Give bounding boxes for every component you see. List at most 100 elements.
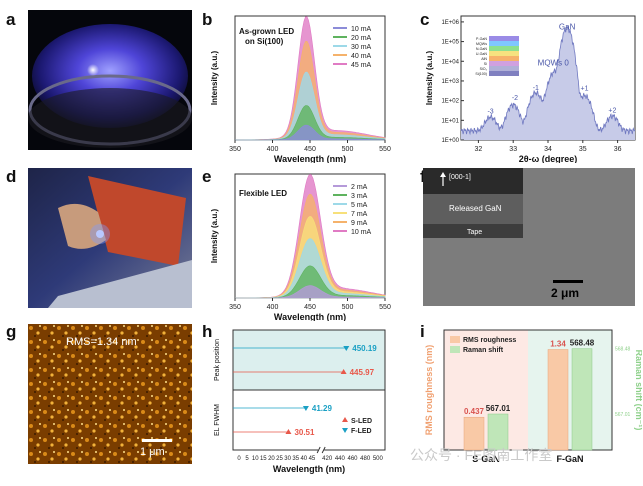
region-f-gan: [528, 330, 612, 450]
x-tick-label: 350: [229, 304, 241, 311]
plot-frame: [443, 329, 613, 451]
peak-annotation: MQWs 0: [538, 59, 570, 68]
x-tick-label: 450: [304, 304, 316, 311]
peak-annotation: -2: [512, 95, 518, 102]
legend-label: 30 mA: [351, 44, 372, 51]
x-tick-label: 0: [237, 456, 241, 462]
x-tick-label: 15: [260, 456, 267, 462]
photo-g-afm: RMS=1.34 nm 1 μm: [28, 324, 192, 464]
data-label: 450.19: [352, 344, 377, 353]
bar-label-rms: 1.34: [550, 340, 566, 349]
legend-label: 20 mA: [351, 35, 372, 42]
chart-e-flexible-el: 350 400 450 500 550 Wavelength (nm) Intensity …: [210, 173, 391, 321]
panel-letter-h: h: [202, 322, 213, 341]
peak-annotation: +1: [581, 86, 589, 93]
bar-raman-shift: [487, 413, 509, 451]
chart-title-line2: on Si(100): [245, 37, 284, 46]
layer-stack-block: [489, 46, 519, 51]
x-tick-label: 550: [379, 146, 391, 153]
peak-annotation: GaN: [559, 23, 576, 32]
x-axis-label: Wavelength (nm): [274, 312, 346, 321]
x-tick-label: 34: [544, 146, 552, 153]
legend-swatch: [450, 336, 460, 343]
legend-label: 10 mA: [351, 229, 372, 236]
bar-rms-roughness: [547, 349, 569, 451]
panel-letter-c: c: [420, 10, 430, 29]
layer-stack-label: Si(100): [475, 72, 487, 76]
y-tick-label: 1E+05: [441, 40, 459, 46]
peak-annotation: +2: [608, 107, 616, 114]
panel-letter-f: f: [420, 167, 426, 187]
chart-b-asgrown-el: 350 400 450 500 550 Wavelength (nm) Intensity …: [210, 15, 391, 163]
bar-rms-roughness: [463, 416, 485, 451]
x-tick-label: 400: [267, 146, 279, 153]
legend-label: 5 mA: [351, 202, 368, 209]
bar-label-raman: 567.01: [486, 404, 511, 413]
sem-layer-tape: Tape: [467, 229, 483, 236]
region-peak-position: [233, 330, 385, 390]
axis-break-mark: [316, 446, 321, 454]
y-tick-label-right: 568.48: [615, 347, 631, 353]
layer-stack-block: [489, 36, 519, 41]
x-tick-label: 480: [360, 456, 371, 462]
x-tick-label: 35: [292, 456, 299, 462]
legend-label: 45 mA: [351, 62, 372, 69]
x-tick-label: 35: [579, 146, 587, 153]
axis-break-mark: [321, 446, 326, 454]
data-label: 445.97: [350, 368, 375, 377]
layer-stack-block: [489, 41, 519, 46]
y-axis-label-right: Raman shift (cm⁻¹): [634, 350, 642, 431]
bar-label-rms: 0.437: [464, 407, 485, 416]
y-tick-label: 1E+06: [441, 20, 459, 26]
sem-layer-released-gan: Released GaN: [449, 204, 502, 213]
category-label: F-GaN: [557, 454, 584, 464]
x-tick-label: 25: [276, 456, 283, 462]
layer-stack-label: MQWs: [476, 42, 487, 46]
data-label: 41.29: [312, 404, 333, 413]
y-axis-label-left: RMS roughness (nm): [424, 345, 434, 436]
data-point-marker: [343, 346, 350, 351]
chart-h-peak-fwhm: 0 5 10 15 20 25 30 35 40 45 420 440 460 480 500 Wavelen…: [214, 329, 386, 474]
y-tick-label: 1E+02: [441, 99, 459, 105]
y-tick-label: 1E+04: [441, 59, 459, 65]
panel-letter-e: e: [202, 167, 212, 186]
layer-stack-block: [489, 66, 519, 71]
bar-raman-shift: [571, 348, 593, 451]
layer-stack-label: AlN: [481, 57, 487, 61]
x-tick-label: 500: [342, 304, 354, 311]
x-tick-label: 400: [267, 304, 279, 311]
data-point-marker: [285, 429, 292, 434]
xrd-line: [460, 25, 636, 136]
data-point-marker: [340, 369, 347, 374]
legend-label: 9 mA: [351, 220, 368, 227]
x-axis-label: Wavelength (nm): [274, 154, 346, 163]
y-label-fwhm: EL FWHM: [214, 404, 221, 436]
x-tick-label: 440: [335, 456, 346, 462]
axis-break: [318, 448, 325, 452]
legend-label: 40 mA: [351, 53, 372, 60]
x-tick-label: 350: [229, 146, 241, 153]
data-point-marker: [302, 406, 309, 411]
legend-label: 7 mA: [351, 211, 368, 218]
peak-annotation: -3: [487, 109, 493, 116]
layer-stack-block: [489, 61, 519, 66]
chart-title: As-grown LED: [239, 27, 294, 36]
y-axis-label: Intensity (a.u.): [425, 51, 434, 106]
x-tick-label: 20: [268, 456, 275, 462]
x-axis-label: 2θ-ω (degree): [519, 154, 577, 163]
x-tick-label: 5: [245, 456, 249, 462]
x-tick-label: 450: [304, 146, 316, 153]
panel-letter-d: d: [6, 167, 17, 186]
layer-stack-label: U-GaN: [476, 52, 488, 56]
legend-marker: [342, 417, 348, 422]
x-tick-label: 32: [475, 146, 483, 153]
x-tick-label: 10: [252, 456, 259, 462]
legend-label: S-LED: [351, 418, 372, 425]
sem-arrow-label: [000-1]: [449, 174, 471, 181]
layer-stack-label: P-GaN: [476, 37, 487, 41]
x-tick-label: 40: [300, 456, 307, 462]
x-tick-label: 36: [614, 146, 622, 153]
chart-c-xrd: 1E+00 1E+01 1E+02 1E+03 1E+04 1E+05 1E+06 32 33 3…: [425, 15, 636, 163]
layer-stack-block: [489, 71, 519, 76]
